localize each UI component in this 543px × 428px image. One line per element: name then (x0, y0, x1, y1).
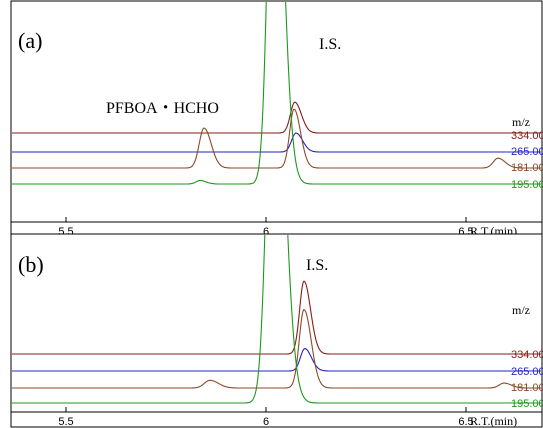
panel-a-legend-title: m/z (512, 115, 530, 129)
x-tick-label-b: 6.5 (458, 416, 473, 428)
panel-b-annotation-is: I.S. (306, 257, 328, 274)
panel-a-annotation-pfboa: PFBOA・HCHO (106, 100, 219, 117)
x-tick-label-b: 5.5 (58, 416, 73, 428)
legend-a-mz-195-00: 195.00 (511, 179, 543, 191)
panel-a: (a) PFBOA・HCHO I.S. m/z R.T.(min) 5.5 6 6.… (10, 0, 543, 238)
trace-a-mz-265-00 (12, 132, 541, 153)
legend-b-mz-334-00: 334.00 (511, 349, 543, 361)
legend-a-mz-181-00: 181.00 (511, 162, 543, 174)
x-tick-label-a: 6 (263, 226, 269, 238)
panel-b-x-axis-label: R.T.(min) (470, 414, 517, 428)
panel-b-legend-title: m/z (512, 303, 530, 317)
trace-a-mz-334-00 (12, 101, 541, 134)
x-tick-label-b: 6 (263, 416, 269, 428)
panel-b: (b) I.S. m/z R.T.(min) 5.5 6 6.5 334.00 265… (10, 233, 543, 428)
trace-b-mz-334-00 (12, 280, 541, 355)
legend-a-mz-265-00: 265.00 (511, 146, 543, 158)
panel-b-label: (b) (18, 252, 44, 277)
trace-a-mz-195-00 (12, 2, 541, 185)
trace-b-mz-195-00 (12, 235, 541, 404)
legend-b-mz-195-00: 195.00 (511, 398, 543, 410)
trace-a-mz-181-00 (12, 108, 541, 169)
panel-b-frame (10, 233, 543, 428)
panel-a-label: (a) (18, 28, 42, 53)
trace-b-mz-181-00 (12, 308, 541, 389)
trace-b-mz-265-00 (12, 348, 541, 372)
panel-a-frame (10, 0, 543, 238)
legend-a-mz-334-00: 334.00 (511, 130, 543, 142)
legend-b-mz-265-00: 265.00 (511, 366, 543, 378)
panel-a-annotation-is: I.S. (319, 36, 341, 53)
legend-b-mz-181-00: 181.00 (511, 382, 543, 394)
